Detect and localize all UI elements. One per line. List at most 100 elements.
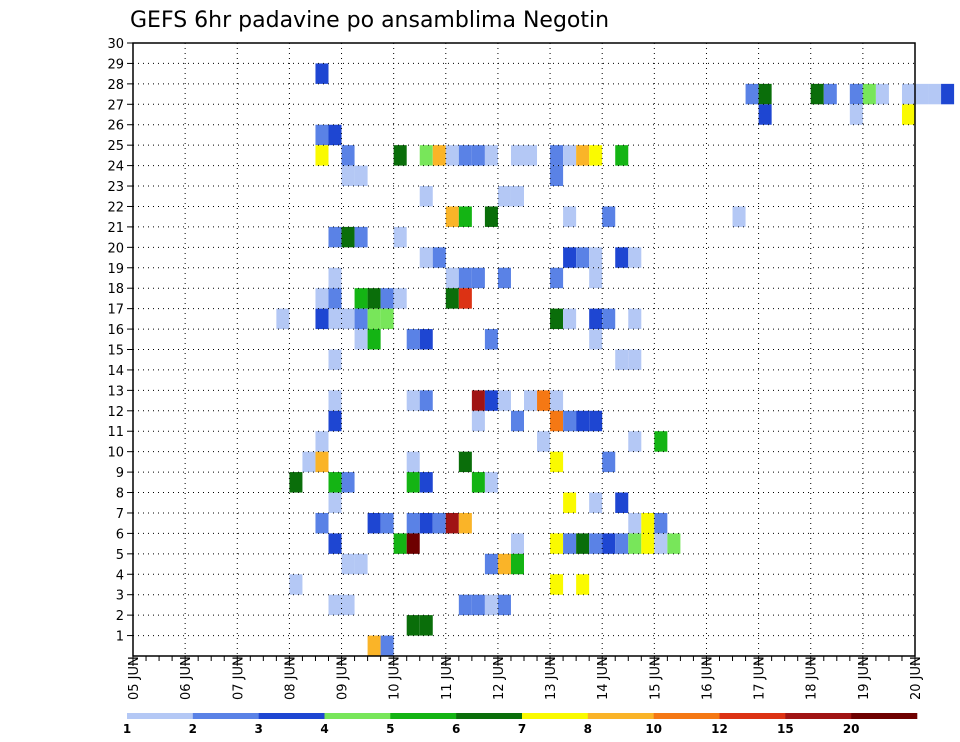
heatmap-cell: [862, 83, 876, 105]
heatmap-cell: [406, 472, 420, 493]
legend-label: 3: [254, 722, 262, 736]
heatmap-cell: [354, 165, 368, 187]
legend-label: 1: [123, 722, 131, 736]
heatmap-cell: [641, 533, 655, 554]
heatmap-cell: [419, 512, 433, 534]
legend-swatch: [851, 713, 918, 719]
heatmap-cell: [289, 574, 303, 595]
heatmap-cell: [341, 165, 355, 187]
heatmap-cell: [849, 83, 863, 105]
x-tick-label: 05 JUN: [127, 656, 142, 700]
legend-swatch: [456, 713, 523, 719]
y-tick-label: 16: [107, 323, 124, 338]
heatmap-cell: [367, 329, 381, 350]
x-tick-label: 06 JUN: [179, 656, 194, 700]
heatmap-cell: [471, 410, 485, 432]
heatmap-cell: [484, 553, 498, 575]
legend-swatch: [390, 713, 457, 719]
y-tick-label: 10: [107, 446, 124, 461]
heatmap-cell: [328, 533, 342, 554]
heatmap-cell: [497, 186, 511, 207]
heatmap-cell: [315, 288, 329, 309]
y-tick-label: 21: [107, 221, 124, 236]
legend-swatch: [785, 713, 852, 719]
heatmap-cell: [550, 533, 564, 554]
heatmap-cell: [406, 533, 420, 554]
heatmap-cell: [602, 533, 616, 554]
heatmap-cell: [419, 390, 433, 411]
heatmap-cell: [432, 247, 446, 268]
y-tick-label: 11: [107, 425, 124, 440]
heatmap-cell: [328, 472, 342, 493]
heatmap-cell: [524, 145, 538, 166]
heatmap-cell: [745, 83, 759, 105]
x-tick-label: 07 JUN: [231, 656, 246, 700]
heatmap-cell: [589, 267, 603, 289]
legend-swatch: [127, 713, 194, 719]
heatmap-cell: [458, 288, 472, 309]
y-tick-label: 8: [116, 487, 124, 502]
heatmap-cell: [576, 574, 590, 595]
heatmap-cell: [563, 308, 577, 330]
heatmap-cell: [615, 145, 629, 166]
heatmap-cell: [628, 247, 642, 268]
heatmap-cell: [510, 553, 524, 575]
heatmap-cell: [823, 83, 837, 105]
heatmap-cell: [550, 308, 564, 330]
heatmap-cell: [328, 492, 342, 513]
heatmap-cell: [458, 145, 472, 166]
heatmap-cell: [354, 226, 368, 248]
heatmap-cell: [550, 390, 564, 411]
heatmap-cell: [380, 635, 394, 656]
heatmap-cell: [497, 390, 511, 411]
legend-label: 7: [518, 722, 526, 736]
heatmap-cell: [602, 451, 616, 473]
heatmap-cell: [341, 594, 355, 616]
heatmap-cell: [497, 594, 511, 616]
heatmap-cell: [576, 410, 590, 432]
heatmap-cell: [393, 226, 407, 248]
heatmap-cell: [615, 349, 629, 370]
heatmap-cell: [667, 533, 681, 554]
chart-title: GEFS 6hr padavine po ansamblima Negotin: [130, 8, 609, 33]
y-axis: 1234567891011121314151617181920212223242…: [107, 37, 133, 645]
heatmap-cell: [380, 288, 394, 309]
heatmap-cell: [315, 145, 329, 166]
legend-swatch: [258, 713, 325, 719]
heatmap-cell: [901, 104, 915, 125]
heatmap-cell: [563, 247, 577, 268]
heatmap-cell: [406, 512, 420, 534]
heatmap-cell: [445, 512, 459, 534]
heatmap-cell: [550, 145, 564, 166]
heatmap-cell: [497, 553, 511, 575]
x-tick-label: 09 JUN: [336, 656, 351, 700]
y-tick-label: 22: [107, 200, 124, 215]
x-tick-label: 19 JUN: [857, 656, 872, 700]
x-tick-label: 14 JUN: [596, 656, 611, 700]
heatmap-cell: [875, 83, 889, 105]
heatmap-cell: [276, 308, 290, 330]
color-legend: 1 2 3 4 5 6 7 8 10 12 15 20: [123, 713, 918, 736]
heatmap-cell: [484, 472, 498, 493]
heatmap-cell: [315, 451, 329, 473]
y-tick-label: 1: [116, 630, 124, 645]
heatmap-cell: [445, 288, 459, 309]
y-tick-label: 19: [107, 262, 124, 277]
legend-label: 5: [386, 722, 394, 736]
heatmap-cell: [589, 492, 603, 513]
heatmap-cell: [589, 145, 603, 166]
y-tick-label: 24: [107, 160, 124, 175]
x-tick-label: 08 JUN: [283, 656, 298, 700]
heatmap-cell: [602, 308, 616, 330]
heatmap-cell: [758, 83, 772, 105]
x-tick-label: 15 JUN: [648, 656, 663, 700]
y-tick-label: 9: [116, 466, 124, 481]
y-tick-label: 18: [107, 282, 124, 297]
heatmap-cell: [445, 267, 459, 289]
y-tick-label: 30: [107, 37, 124, 52]
legend-label: 8: [584, 722, 592, 736]
heatmap-cell: [328, 308, 342, 330]
heatmap-cell: [915, 83, 929, 105]
heatmap-cell: [471, 145, 485, 166]
